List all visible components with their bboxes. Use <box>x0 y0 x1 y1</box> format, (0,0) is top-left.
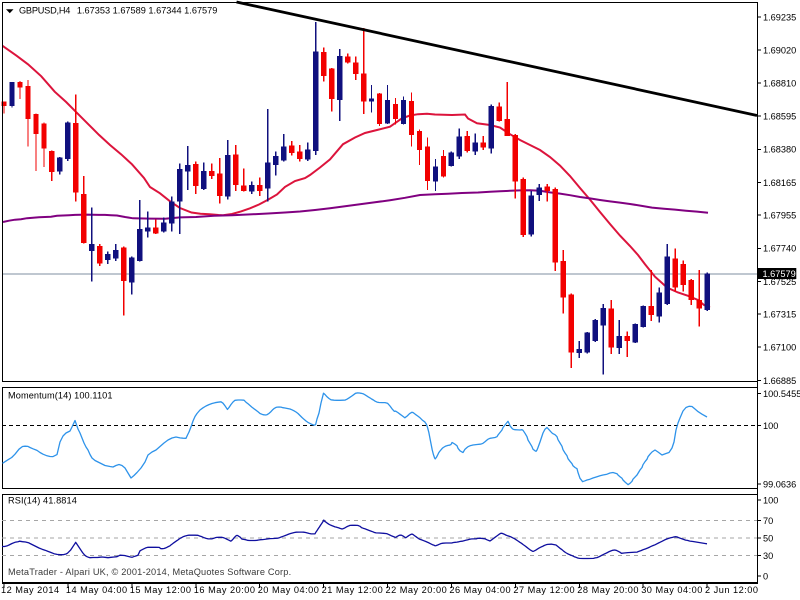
svg-text:20 May 04:00: 20 May 04:00 <box>258 585 320 595</box>
svg-text:99.0636: 99.0636 <box>763 479 796 489</box>
svg-text:1.67740: 1.67740 <box>763 244 796 254</box>
svg-text:30: 30 <box>763 551 773 561</box>
svg-text:100: 100 <box>763 495 778 505</box>
svg-text:GBPUSD,H4: GBPUSD,H4 <box>19 5 70 15</box>
svg-text:21 May 12:00: 21 May 12:00 <box>322 585 384 595</box>
svg-text:RSI(14) 41.8814: RSI(14) 41.8814 <box>8 496 77 506</box>
svg-text:1.67100: 1.67100 <box>763 343 796 353</box>
svg-text:70: 70 <box>763 516 773 526</box>
svg-text:Momentum(14) 100.1101: Momentum(14) 100.1101 <box>8 391 113 401</box>
svg-text:100: 100 <box>763 421 778 431</box>
svg-text:1.68380: 1.68380 <box>763 145 796 155</box>
svg-text:1.68595: 1.68595 <box>763 111 796 121</box>
svg-text:1.68165: 1.68165 <box>763 178 796 188</box>
svg-text:1.68810: 1.68810 <box>763 78 796 88</box>
svg-text:15 May 12:00: 15 May 12:00 <box>130 585 192 595</box>
svg-text:1.67353 1.67589 1.67344 1.6757: 1.67353 1.67589 1.67344 1.67579 <box>77 5 218 15</box>
svg-text:1.67525: 1.67525 <box>763 277 796 287</box>
svg-text:1.67315: 1.67315 <box>763 309 796 319</box>
svg-text:1.69235: 1.69235 <box>763 12 796 22</box>
svg-text:0: 0 <box>763 571 768 581</box>
svg-text:12 May 2014: 12 May 2014 <box>1 585 60 595</box>
svg-text:26 May 04:00: 26 May 04:00 <box>449 585 511 595</box>
svg-text:1.66885: 1.66885 <box>763 376 796 386</box>
svg-text:1.69020: 1.69020 <box>763 45 796 55</box>
svg-text:14 May 04:00: 14 May 04:00 <box>66 585 128 595</box>
svg-text:27 May 12:00: 27 May 12:00 <box>513 585 575 595</box>
svg-text:1.67579: 1.67579 <box>763 269 796 279</box>
svg-text:28 May 20:00: 28 May 20:00 <box>577 585 639 595</box>
svg-text:2 Jun 12:00: 2 Jun 12:00 <box>705 585 759 595</box>
svg-text:30 May 04:00: 30 May 04:00 <box>641 585 703 595</box>
svg-text:MetaTrader - Alpari UK, © 2001: MetaTrader - Alpari UK, © 2001-2014, Met… <box>8 567 291 577</box>
svg-text:50: 50 <box>763 533 773 543</box>
svg-text:16 May 20:00: 16 May 20:00 <box>194 585 256 595</box>
svg-text:22 May 20:00: 22 May 20:00 <box>386 585 448 595</box>
svg-text:1.67955: 1.67955 <box>763 210 796 220</box>
svg-text:100.5455: 100.5455 <box>763 389 800 399</box>
